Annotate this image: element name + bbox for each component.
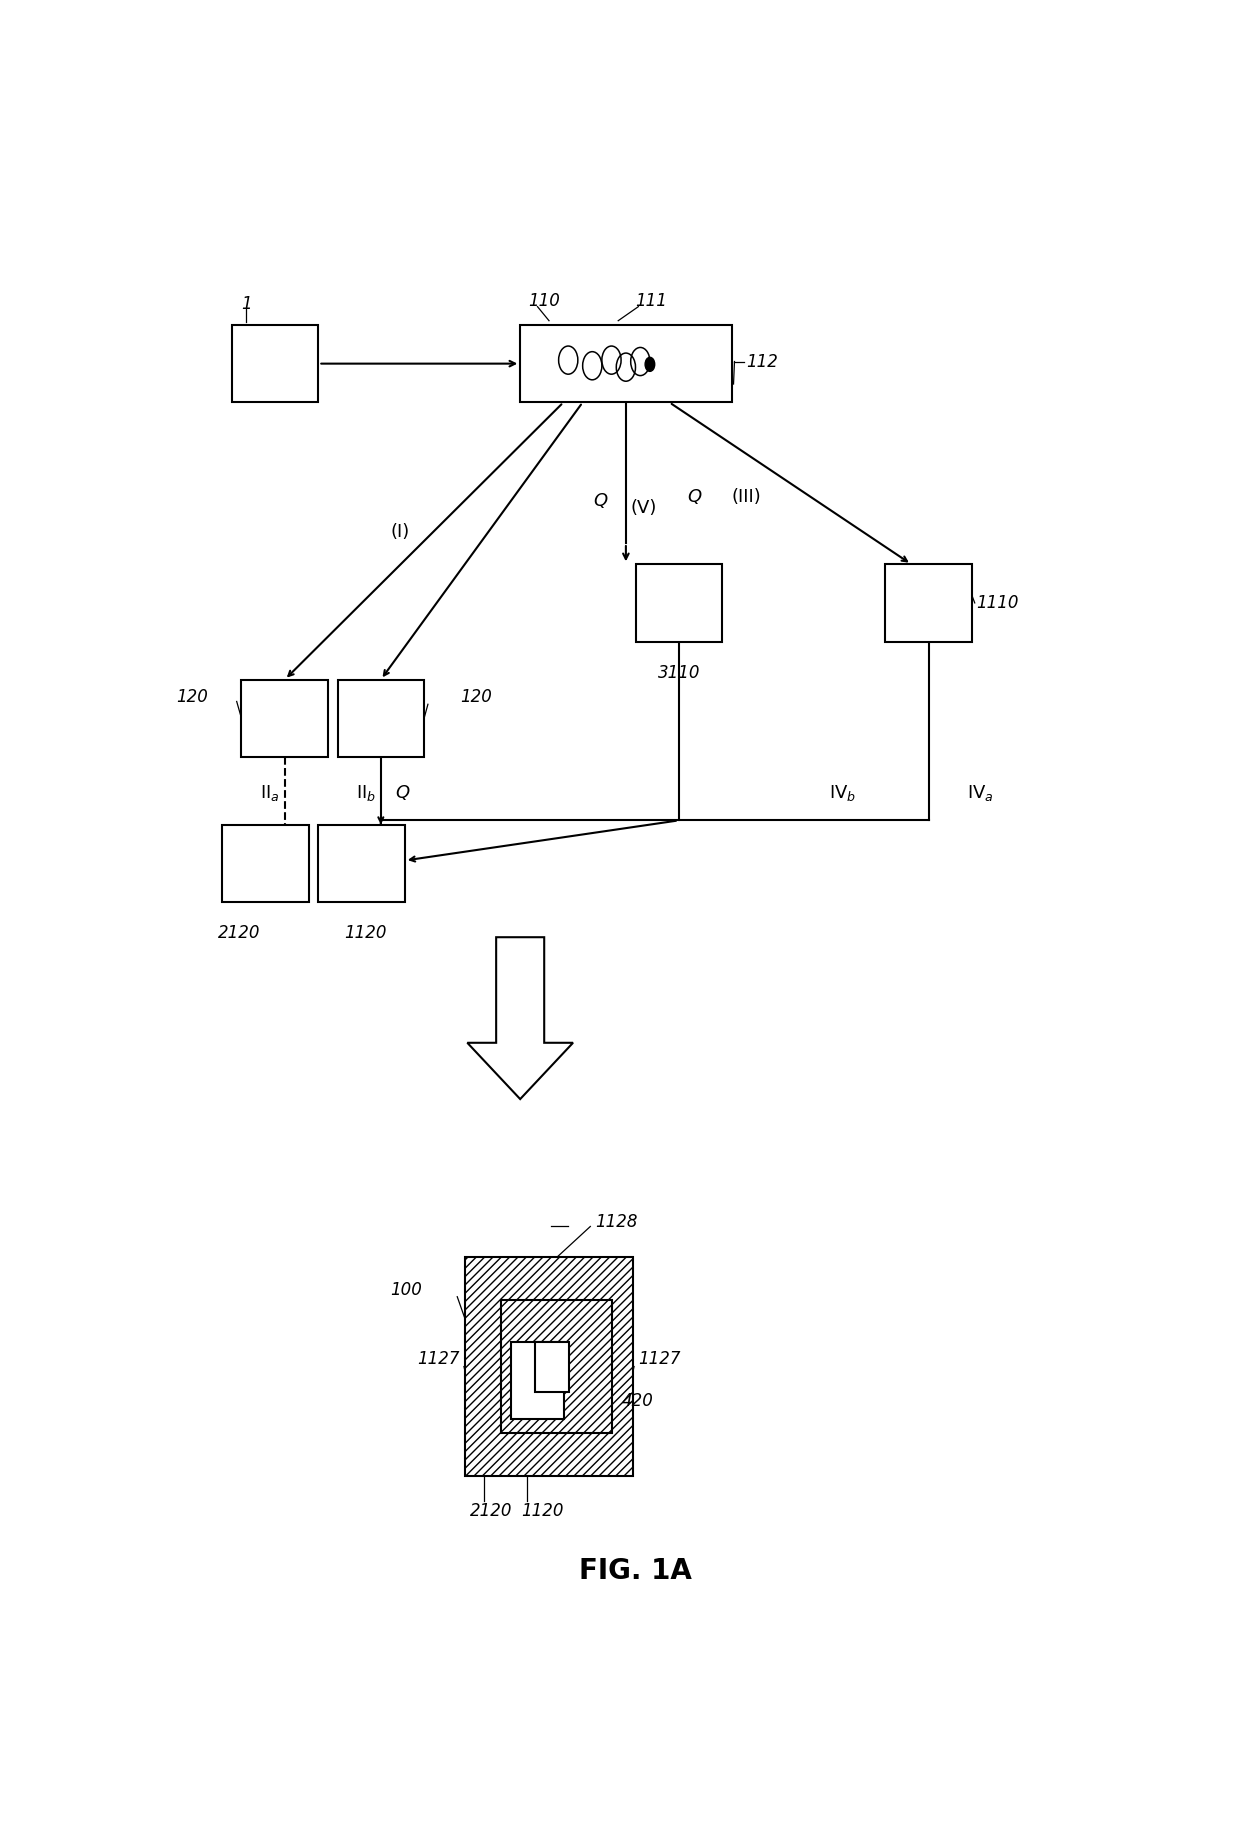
Bar [635,565,722,642]
Bar [501,1300,613,1433]
Text: (III): (III) [732,488,761,506]
Text: 112: 112 [746,353,777,371]
Bar [521,325,732,402]
Bar [885,565,972,642]
Bar [232,325,319,402]
Text: $Q$: $Q$ [593,492,609,510]
Text: 1110: 1110 [977,594,1019,612]
Text: 120: 120 [460,687,492,706]
Bar [511,1342,564,1419]
Text: 1120: 1120 [522,1503,564,1519]
Text: $Q$: $Q$ [687,486,702,506]
Bar [465,1258,634,1475]
Bar [319,824,404,901]
Text: 1: 1 [241,294,252,313]
Text: 420: 420 [622,1391,653,1409]
Text: II$_a$: II$_a$ [260,784,280,804]
Text: 3110: 3110 [657,664,701,682]
Text: $Q$: $Q$ [396,782,410,802]
Text: 1127: 1127 [637,1351,681,1369]
Bar [242,680,327,757]
Text: 1127: 1127 [418,1351,460,1369]
Bar [337,680,424,757]
Text: (I): (I) [391,523,409,541]
Bar [501,1300,613,1433]
Bar [501,1300,613,1433]
Text: (V): (V) [631,499,657,517]
Text: 1120: 1120 [345,923,387,941]
Bar [534,1342,569,1393]
Bar [465,1258,634,1475]
Text: IV$_a$: IV$_a$ [967,784,993,804]
Text: 110: 110 [528,292,559,311]
Text: 2120: 2120 [217,923,260,941]
Text: 100: 100 [389,1281,422,1300]
Bar [222,824,309,901]
Text: 111: 111 [635,292,667,311]
Circle shape [645,356,655,371]
Polygon shape [467,938,573,1099]
Text: IV$_b$: IV$_b$ [828,784,856,804]
Text: 2120: 2120 [470,1503,512,1519]
Text: II$_b$: II$_b$ [356,784,376,804]
Text: FIG. 1A: FIG. 1A [579,1557,692,1585]
Text: 120: 120 [176,687,208,706]
Text: 1128: 1128 [595,1214,637,1232]
